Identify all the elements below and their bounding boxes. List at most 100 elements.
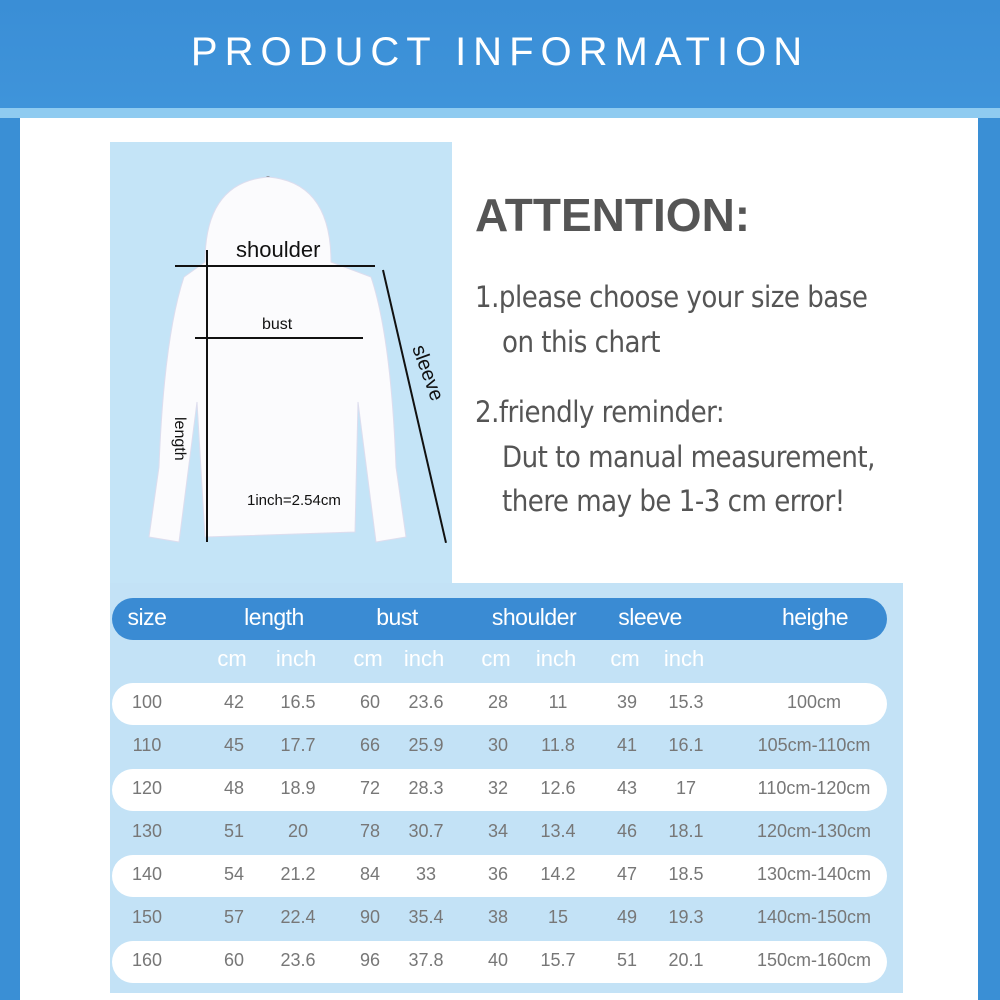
note-1a: 1.please choose your size base	[475, 280, 868, 314]
table-cell: 16.5	[280, 692, 316, 712]
table-cell: 11.8	[541, 735, 575, 755]
table-cell: 140	[131, 864, 163, 884]
hoodie-diagram: shoulder bust length sleeve 1inch=2.54cm	[110, 142, 452, 583]
note-1b: on this chart	[502, 325, 660, 359]
unit-label: inch	[275, 646, 317, 671]
table-cell: 12.6	[540, 778, 576, 798]
table-cell: 17.7	[280, 735, 316, 755]
note-2b: Dut to manual measurement,	[502, 440, 875, 474]
table-cell: 51	[616, 950, 638, 970]
table-cell: 130	[131, 821, 163, 841]
unit-label: inch	[403, 646, 445, 671]
table-cell: 33	[415, 864, 437, 884]
note-2a: 2.friendly reminder:	[475, 395, 725, 429]
header-shoulder: shoulder	[491, 604, 577, 630]
table-cell: 78	[359, 821, 381, 841]
table-cell: 15	[547, 907, 569, 927]
bust-line	[195, 337, 363, 339]
table-cell: 54	[223, 864, 245, 884]
table-cell: 37.8	[408, 950, 444, 970]
table-row: 150 57 22.4 90 35.4 38 15 49 19.3 140cm-150cm	[112, 898, 887, 940]
table-cell: 15.3	[668, 692, 704, 712]
table-row: 160 60 23.6 96 37.8 40 15.7 51 20.1 150cm-160cm	[112, 941, 887, 983]
table-cell: 45	[223, 735, 245, 755]
conversion-label: 1inch=2.54cm	[247, 492, 341, 509]
table-row: 120 48 18.9 72 28.3 32 12.6 43 17 110cm-120cm	[112, 769, 887, 811]
hoodie-image	[148, 176, 407, 543]
table-cell: 110cm-120cm	[757, 778, 871, 798]
shoulder-label: shoulder	[236, 237, 321, 262]
unit-label: cm	[217, 646, 247, 671]
length-label: length	[171, 417, 188, 461]
table-cell: 23.6	[280, 950, 316, 970]
table-cell: 130cm-140cm	[756, 864, 872, 884]
unit-label: cm	[353, 646, 383, 671]
table-cell: 40	[487, 950, 509, 970]
attention-title: ATTENTION:	[475, 189, 751, 241]
shoulder-line	[175, 265, 375, 267]
table-cell: 22.4	[280, 907, 316, 927]
table-row: 140 54 21.2 84 33 36 14.2 47 18.5 130cm-140cm	[112, 855, 887, 897]
bust-label: bust	[262, 316, 293, 333]
table-row: 110 45 17.7 66 25.9 30 11.8 41 16.1 105cm-110cm	[112, 726, 887, 768]
table-header: size length bust shoulder sleeve heighe	[112, 598, 887, 640]
table-cell: 96	[359, 950, 381, 970]
table-cell: 19.3	[668, 907, 704, 927]
table-cell: 42	[223, 692, 245, 712]
table-cell: 47	[616, 864, 638, 884]
size-table: size length bust shoulder sleeve heighe cm inc…	[110, 583, 903, 993]
table-row: 130 51 20 78 30.7 34 13.4 46 18.1 120cm-130cm	[112, 812, 887, 854]
table-cell: 48	[223, 778, 245, 798]
table-cell: 17	[675, 778, 697, 798]
table-cell: 30.7	[408, 821, 444, 841]
table-cell: 39	[616, 692, 638, 712]
table-cell: 38	[487, 907, 509, 927]
table-cell: 100cm	[786, 692, 842, 712]
table-cell: 21.2	[280, 864, 316, 884]
unit-label: inch	[535, 646, 577, 671]
table-cell: 90	[359, 907, 381, 927]
table-cell: 41	[616, 735, 638, 755]
table-cell: 120	[131, 778, 163, 798]
table-cell: 13.4	[540, 821, 576, 841]
table-cell: 46	[616, 821, 638, 841]
note-2c: there may be 1-3 cm error!	[502, 484, 845, 518]
table-cell: 28	[487, 692, 509, 712]
table-cell: 84	[359, 864, 381, 884]
table-cell: 60	[223, 950, 245, 970]
table-cell: 120cm-130cm	[756, 821, 872, 841]
table-cell: 160	[131, 950, 163, 970]
table-cell: 66	[359, 735, 381, 755]
table-row: 100 42 16.5 60 23.6 28 11 39 15.3 100cm	[112, 683, 887, 725]
length-line	[206, 250, 208, 542]
table-cell: 20	[287, 821, 309, 841]
table-cell: 18.5	[668, 864, 704, 884]
table-cell: 105cm-110cm	[757, 735, 871, 755]
table-cell: 18.1	[668, 821, 704, 841]
unit-label: inch	[663, 646, 705, 671]
table-cell: 18.9	[280, 778, 316, 798]
table-cell: 49	[616, 907, 638, 927]
table-cell: 25.9	[408, 735, 444, 755]
table-cell: 16.1	[668, 735, 704, 755]
table-cell: 35.4	[408, 907, 444, 927]
table-cell: 32	[487, 778, 509, 798]
table-cell: 150	[131, 907, 163, 927]
table-cell: 20.1	[668, 950, 704, 970]
banner: PRODUCT INFORMATION	[0, 0, 1000, 108]
table-cell: 15.7	[540, 950, 576, 970]
table-cell: 34	[487, 821, 509, 841]
table-cell: 43	[616, 778, 638, 798]
table-cell: 28.3	[408, 778, 444, 798]
banner-stripe	[0, 108, 1000, 118]
header-sleeve: sleeve	[618, 604, 682, 630]
table-cell: 110	[132, 735, 162, 755]
table-cell: 150cm-160cm	[756, 950, 872, 970]
table-cell: 30	[487, 735, 509, 755]
table-cell: 100	[131, 692, 163, 712]
table-cell: 14.2	[540, 864, 576, 884]
table-cell: 60	[359, 692, 381, 712]
header-bust: bust	[376, 604, 418, 630]
table-cell: 57	[223, 907, 245, 927]
table-cell: 36	[487, 864, 509, 884]
